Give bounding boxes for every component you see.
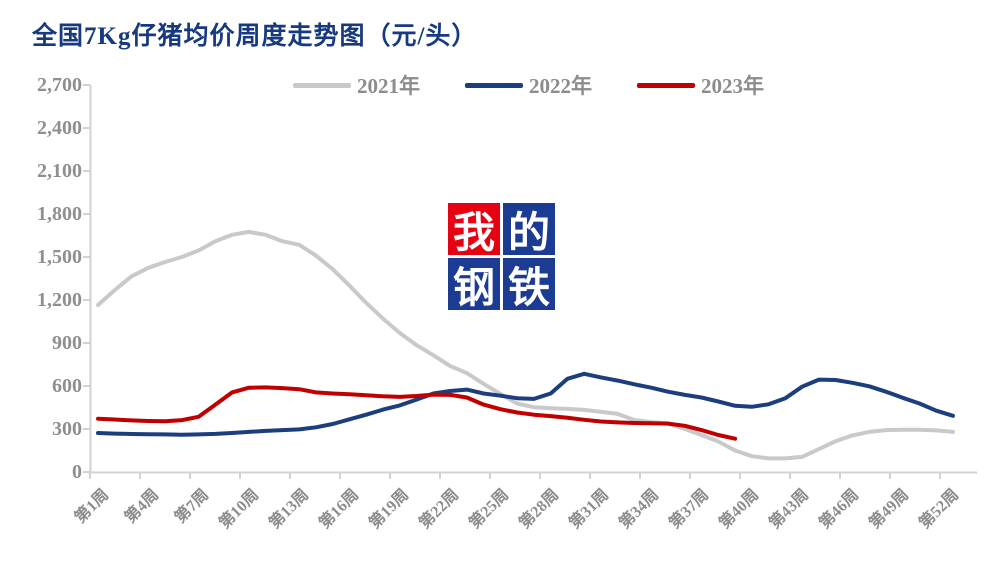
y-axis-tick-label: 2,400	[37, 117, 82, 139]
legend-label: 2023年	[701, 74, 764, 98]
legend-swatch	[465, 82, 523, 88]
watermark-tile: 的	[503, 203, 555, 257]
y-axis-tick-label: 1,200	[37, 289, 82, 311]
watermark-tile: 铁	[503, 258, 555, 312]
series-line-2023年	[96, 385, 738, 441]
y-axis-tick-label: 900	[52, 332, 82, 354]
legend-item-2022年: 2022年	[465, 70, 592, 100]
legend-label: 2022年	[529, 74, 592, 98]
series-line-2022年	[96, 371, 955, 437]
y-axis-tick-label: 300	[52, 418, 82, 440]
mysteel-watermark-logo: 我的钢铁	[448, 203, 555, 312]
chart-title: 全国7Kg仔猪均价周度走势图（元/头）	[32, 23, 478, 50]
legend-swatch	[637, 82, 695, 88]
y-axis-tick-label: 1,500	[37, 246, 82, 268]
legend-swatch	[293, 82, 351, 88]
legend-item-2023年: 2023年	[637, 70, 764, 100]
y-axis-tick-label: 0	[72, 461, 82, 483]
y-axis-tick-label: 2,100	[37, 160, 82, 182]
y-axis-tick-label: 2,700	[37, 74, 82, 96]
y-axis-tick-label: 600	[52, 375, 82, 397]
legend: 2021年 2022年 2023年	[293, 70, 764, 100]
y-axis-tick-label: 1,800	[37, 203, 82, 225]
legend-label: 2021年	[357, 74, 420, 98]
watermark-tile: 我	[448, 203, 500, 257]
watermark-tile: 钢	[448, 258, 500, 312]
legend-item-2021年: 2021年	[293, 70, 420, 100]
series-line-2021年	[96, 229, 955, 461]
